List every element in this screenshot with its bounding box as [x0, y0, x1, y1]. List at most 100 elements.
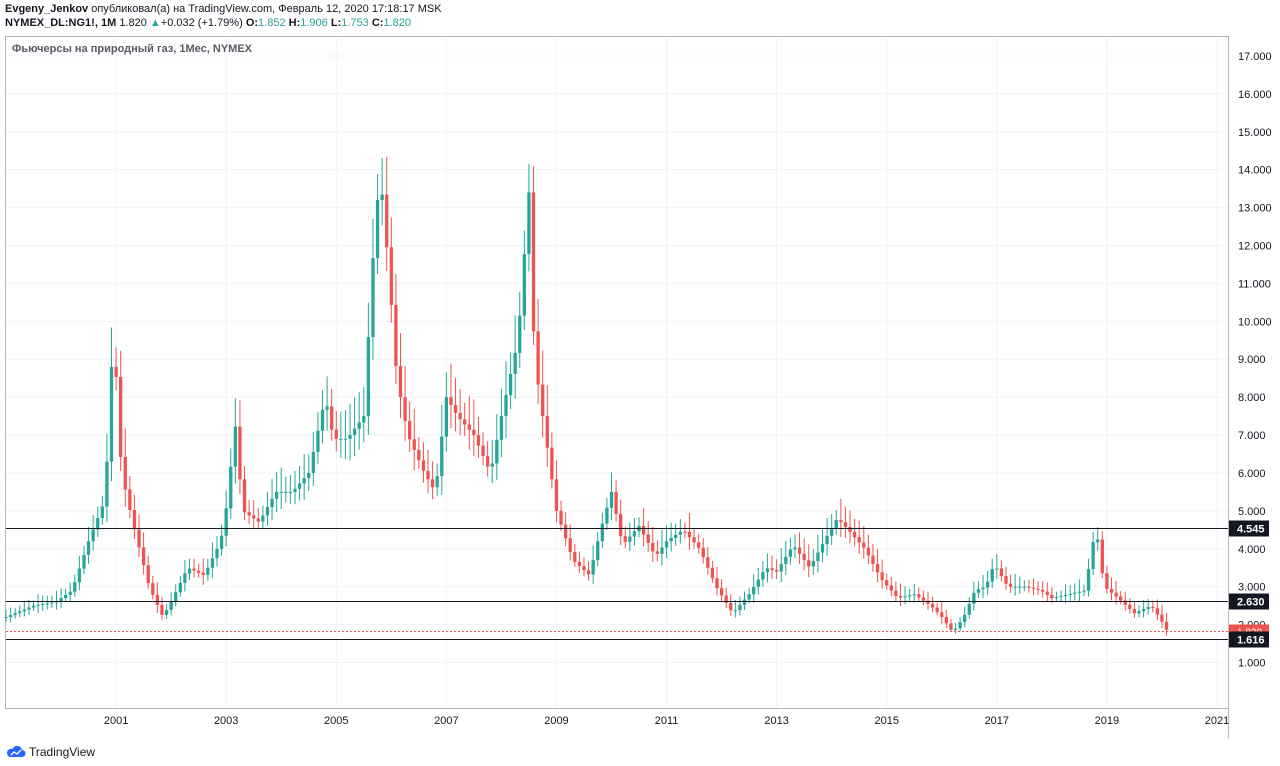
candle[interactable] [779, 548, 783, 583]
price-chart[interactable]: Фьючерсы на природный газ, 1Мес, NYMEX 1… [0, 34, 1280, 738]
candle[interactable] [972, 581, 976, 611]
candle[interactable] [141, 532, 146, 575]
candle[interactable] [1059, 590, 1063, 601]
candle[interactable] [674, 523, 678, 546]
candle[interactable] [898, 583, 903, 607]
candle[interactable] [1114, 580, 1118, 605]
candle[interactable] [531, 166, 536, 345]
candle[interactable] [926, 591, 930, 610]
candle[interactable] [1050, 587, 1054, 604]
candle[interactable] [169, 592, 173, 616]
horizontal-levels[interactable] [6, 528, 1228, 640]
candle[interactable] [421, 442, 426, 483]
candle[interactable] [481, 432, 485, 465]
candle[interactable] [719, 579, 724, 602]
candle[interactable] [146, 555, 150, 589]
candle[interactable] [637, 517, 641, 538]
candle[interactable] [559, 500, 563, 532]
candle[interactable] [1077, 579, 1082, 602]
candle[interactable] [1141, 599, 1146, 618]
candle[interactable] [233, 398, 238, 484]
candle[interactable] [623, 526, 627, 549]
candle[interactable] [1073, 583, 1077, 601]
candle[interactable] [724, 587, 728, 609]
candle[interactable] [1164, 612, 1169, 636]
candle[interactable] [288, 475, 293, 504]
candle[interactable] [1132, 602, 1137, 618]
candle[interactable] [930, 596, 935, 613]
candle[interactable] [183, 560, 187, 592]
candle[interactable] [605, 498, 609, 530]
candle[interactable] [614, 480, 618, 522]
candle[interactable] [990, 558, 994, 589]
candle[interactable] [944, 609, 949, 628]
candle[interactable] [316, 412, 320, 464]
candle[interactable] [31, 600, 36, 612]
candle[interactable] [701, 538, 705, 564]
candle[interactable] [252, 500, 256, 529]
candle[interactable] [219, 524, 224, 556]
candle[interactable] [1096, 527, 1100, 551]
candle[interactable] [366, 302, 371, 435]
candle[interactable] [646, 520, 650, 552]
candle[interactable] [655, 540, 660, 562]
candle[interactable] [435, 463, 439, 496]
candle[interactable] [114, 347, 118, 391]
candle[interactable] [472, 399, 476, 456]
candle[interactable] [270, 478, 274, 521]
candle[interactable] [458, 389, 462, 436]
candle[interactable] [339, 411, 343, 458]
candle[interactable] [696, 533, 701, 554]
candle[interactable] [596, 531, 600, 567]
candle[interactable] [265, 491, 270, 526]
candle[interactable] [591, 545, 595, 584]
candle[interactable] [59, 588, 63, 608]
candle[interactable] [774, 559, 779, 579]
candle[interactable] [935, 602, 939, 616]
candle[interactable] [1109, 577, 1114, 601]
candle[interactable] [128, 476, 132, 519]
candle[interactable] [123, 428, 127, 507]
candle[interactable] [68, 582, 72, 602]
candle[interactable] [311, 431, 315, 486]
candle[interactable] [889, 576, 893, 597]
candle[interactable] [508, 352, 513, 410]
candle[interactable] [389, 217, 393, 323]
candle[interactable] [238, 400, 242, 495]
candle[interactable] [825, 518, 829, 556]
candle[interactable] [1018, 576, 1022, 594]
candle[interactable] [683, 522, 687, 539]
candle[interactable] [995, 554, 999, 579]
candle[interactable] [229, 448, 233, 519]
candle[interactable] [375, 174, 380, 275]
candle[interactable] [380, 157, 384, 226]
candle[interactable] [958, 617, 962, 632]
candle[interactable] [297, 465, 302, 501]
candle[interactable] [1027, 579, 1031, 593]
candle[interactable] [527, 164, 531, 272]
candle[interactable] [518, 291, 522, 368]
candle[interactable] [1105, 565, 1109, 594]
candle[interactable] [609, 472, 614, 521]
candle[interactable] [476, 416, 481, 458]
candle[interactable] [453, 378, 458, 432]
candle[interactable] [1086, 558, 1091, 597]
candle[interactable] [394, 274, 398, 385]
candle[interactable] [247, 499, 251, 524]
candle[interactable] [921, 590, 926, 606]
candle[interactable] [197, 563, 201, 578]
candle[interactable] [13, 608, 17, 619]
candle[interactable] [132, 494, 137, 539]
candle[interactable] [752, 574, 756, 603]
candle[interactable] [885, 573, 889, 590]
candle[interactable] [784, 540, 788, 575]
candle[interactable] [215, 536, 219, 567]
candle[interactable] [417, 437, 421, 469]
candle[interactable] [440, 405, 444, 495]
candle[interactable] [137, 514, 141, 557]
candle[interactable] [582, 557, 586, 577]
candle[interactable] [73, 574, 77, 597]
time-axis[interactable]: 2001 2003 2005 2007 2009 2011 2013 2015 2017 2019… [104, 715, 1229, 727]
candle[interactable] [495, 414, 499, 480]
candle[interactable] [82, 546, 86, 575]
